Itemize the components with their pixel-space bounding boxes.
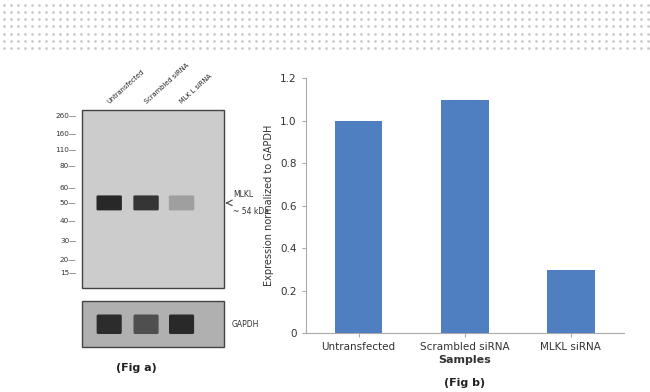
Text: Scrambled siRNA: Scrambled siRNA [144, 62, 190, 105]
Text: 60—: 60— [60, 185, 77, 191]
Text: 160—: 160— [55, 131, 77, 137]
Y-axis label: Expression normalized to GAPDH: Expression normalized to GAPDH [265, 125, 274, 287]
Text: 260—: 260— [55, 113, 77, 119]
Text: 20—: 20— [60, 258, 77, 263]
Text: (Fig b): (Fig b) [444, 378, 486, 388]
FancyBboxPatch shape [169, 314, 194, 334]
Bar [335, 121, 382, 333]
FancyBboxPatch shape [169, 196, 194, 211]
Text: (Fig a): (Fig a) [116, 363, 157, 373]
Text: 15—: 15— [60, 270, 77, 276]
FancyBboxPatch shape [82, 109, 224, 289]
Text: 30—: 30— [60, 238, 77, 244]
Text: GAPDH: GAPDH [232, 320, 259, 329]
FancyBboxPatch shape [133, 196, 159, 211]
X-axis label: Samples: Samples [438, 355, 491, 365]
Text: Untransfected: Untransfected [107, 68, 146, 105]
FancyBboxPatch shape [96, 196, 122, 211]
FancyBboxPatch shape [97, 314, 122, 334]
Text: 40—: 40— [60, 218, 77, 224]
Text: 80—: 80— [60, 163, 77, 169]
Text: 50—: 50— [60, 200, 77, 206]
FancyBboxPatch shape [133, 314, 159, 334]
FancyBboxPatch shape [82, 301, 224, 347]
Text: 110—: 110— [55, 147, 77, 152]
Bar [547, 270, 595, 333]
Text: ~ 54 kDa: ~ 54 kDa [233, 207, 269, 216]
Text: MLK L siRNA: MLK L siRNA [179, 73, 213, 105]
Text: MLKL: MLKL [233, 190, 254, 199]
Bar [441, 100, 489, 333]
